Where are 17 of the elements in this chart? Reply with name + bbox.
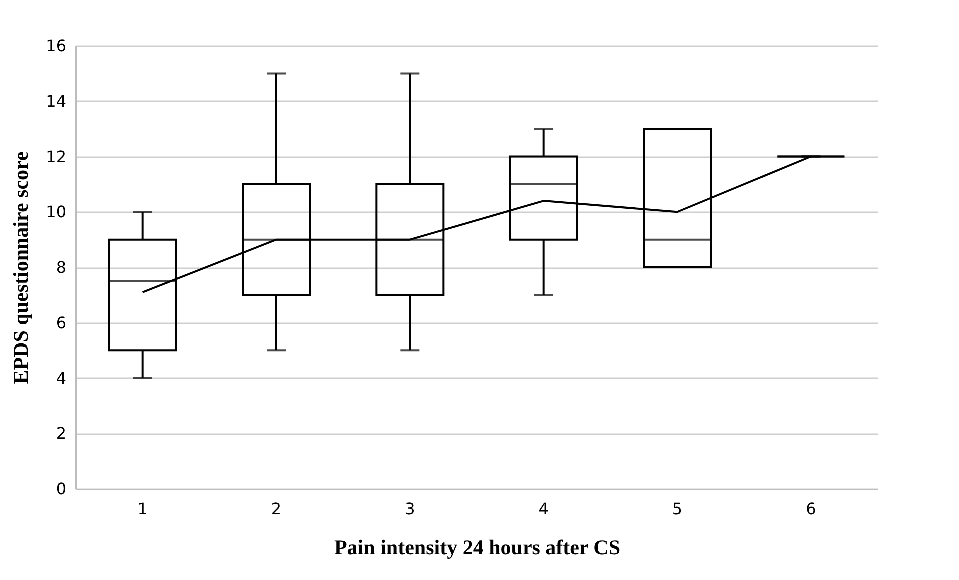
y-tick-label: 2 (56, 424, 66, 444)
y-tick-label: 14 (46, 92, 66, 111)
y-tick-label: 10 (46, 202, 66, 222)
y-tick-label: 0 (56, 480, 66, 498)
y-tick-label: 16 (46, 36, 66, 56)
y-tick-label: 6 (56, 313, 66, 332)
x-tick-label: 5 (672, 500, 683, 518)
y-tick-label: 12 (46, 147, 66, 166)
y-axis-title: EPDS questionnaire score (9, 152, 34, 384)
x-tick-label: 6 (806, 500, 816, 518)
y-tick-label: 8 (56, 258, 66, 277)
y-tick-label: 4 (56, 368, 66, 388)
x-tick-label: 4 (538, 500, 549, 518)
x-axis-title: Pain intensity 24 hours after CS (334, 536, 621, 560)
x-tick-label: 3 (405, 500, 416, 518)
x-tick-label: 2 (271, 500, 282, 518)
x-tick-label: 1 (138, 500, 148, 518)
